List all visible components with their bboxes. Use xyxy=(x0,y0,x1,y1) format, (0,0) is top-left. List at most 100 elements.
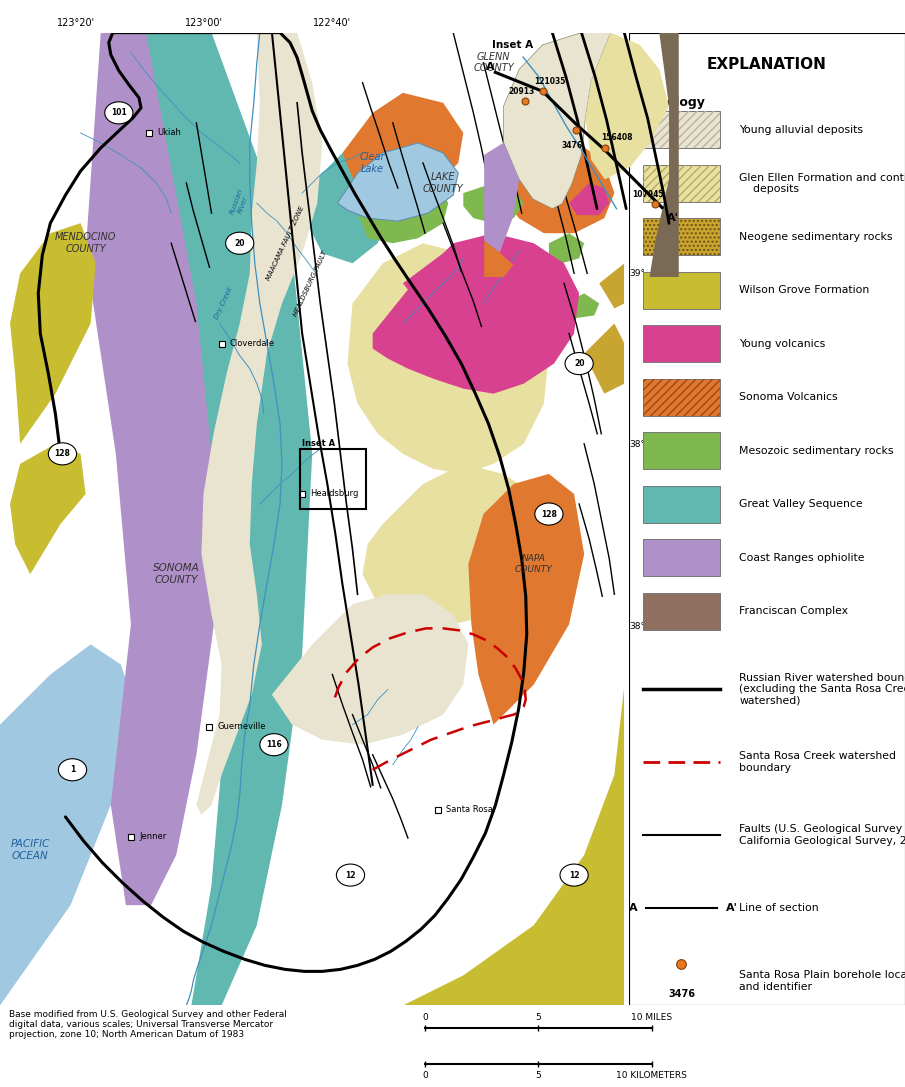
Text: 10 MILES: 10 MILES xyxy=(631,1013,672,1022)
Text: A: A xyxy=(629,903,637,913)
Polygon shape xyxy=(503,133,549,163)
Ellipse shape xyxy=(565,352,594,375)
Polygon shape xyxy=(196,33,322,815)
Ellipse shape xyxy=(337,864,365,886)
Bar xyxy=(643,433,720,470)
Text: 156408: 156408 xyxy=(601,134,633,142)
Text: Young volcanics: Young volcanics xyxy=(739,339,825,349)
Text: Young alluvial deposits: Young alluvial deposits xyxy=(739,125,863,135)
Text: 0: 0 xyxy=(423,1071,428,1079)
Bar xyxy=(643,379,720,416)
Ellipse shape xyxy=(48,442,77,465)
Text: Santa Rosa Plain borehole location
and identifier: Santa Rosa Plain borehole location and i… xyxy=(739,971,905,992)
Bar xyxy=(643,165,720,202)
Polygon shape xyxy=(484,142,519,253)
Text: Base modified from U.S. Geological Survey and other Federal
digital data, variou: Base modified from U.S. Geological Surve… xyxy=(9,1010,287,1039)
Text: Faults (U.S. Geological Survey and
California Geological Survey, 2019): Faults (U.S. Geological Survey and Calif… xyxy=(739,824,905,846)
Text: 5: 5 xyxy=(536,1013,541,1022)
Text: Sonoma Volcanics: Sonoma Volcanics xyxy=(739,392,838,402)
Ellipse shape xyxy=(560,864,588,886)
Text: 3476: 3476 xyxy=(561,140,582,150)
Text: 20: 20 xyxy=(574,359,585,368)
Text: Glen Ellen Formation and continental
    deposits: Glen Ellen Formation and continental dep… xyxy=(739,173,905,195)
Text: 12: 12 xyxy=(569,871,579,879)
Text: 38°20': 38°20' xyxy=(630,622,660,630)
Text: EXPLANATION: EXPLANATION xyxy=(707,57,827,72)
Text: 116: 116 xyxy=(266,740,281,749)
Bar xyxy=(643,165,720,202)
Bar xyxy=(643,594,720,630)
Text: PACIFIC
OCEAN: PACIFIC OCEAN xyxy=(11,839,50,861)
Polygon shape xyxy=(363,464,554,624)
Polygon shape xyxy=(10,223,96,443)
Text: NAPA
COUNTY: NAPA COUNTY xyxy=(515,554,553,574)
Text: Santa Rosa: Santa Rosa xyxy=(446,805,493,814)
Text: 107945: 107945 xyxy=(632,189,663,199)
Text: Healdsburg: Healdsburg xyxy=(310,489,358,499)
Text: 121035: 121035 xyxy=(535,77,566,86)
Text: Neogene sedimentary rocks: Neogene sedimentary rocks xyxy=(739,232,893,242)
Text: Russian
River: Russian River xyxy=(229,188,251,218)
Polygon shape xyxy=(342,92,463,203)
Bar xyxy=(643,218,720,255)
Bar xyxy=(643,539,720,576)
Text: 5: 5 xyxy=(536,1071,541,1079)
Text: 20: 20 xyxy=(234,239,245,248)
Text: 20913: 20913 xyxy=(508,87,534,96)
Text: MENDOCINO
COUNTY: MENDOCINO COUNTY xyxy=(55,233,117,254)
Polygon shape xyxy=(584,324,624,393)
Text: SONOMA
COUNTY: SONOMA COUNTY xyxy=(153,563,200,585)
Polygon shape xyxy=(403,243,534,313)
Polygon shape xyxy=(469,474,584,725)
Text: A: A xyxy=(486,62,494,72)
Polygon shape xyxy=(463,183,524,223)
Text: Guerneville: Guerneville xyxy=(217,722,266,732)
Text: 123°00': 123°00' xyxy=(186,17,224,27)
Ellipse shape xyxy=(225,233,253,254)
Text: Wilson Grove Formation: Wilson Grove Formation xyxy=(739,286,870,296)
Bar xyxy=(300,449,366,509)
Text: Cloverdale: Cloverdale xyxy=(230,339,275,348)
Polygon shape xyxy=(348,243,549,474)
Bar xyxy=(643,272,720,309)
Text: 3476: 3476 xyxy=(668,989,695,999)
Polygon shape xyxy=(599,263,624,309)
Polygon shape xyxy=(509,142,614,234)
Polygon shape xyxy=(373,234,579,393)
Polygon shape xyxy=(484,240,513,277)
Bar xyxy=(643,111,720,149)
Text: A': A' xyxy=(667,213,679,224)
Text: Coast Ranges ophiolite: Coast Ranges ophiolite xyxy=(739,553,865,563)
Text: Inset A: Inset A xyxy=(302,439,335,448)
Polygon shape xyxy=(586,33,669,179)
Text: 12: 12 xyxy=(345,871,356,879)
Text: 1: 1 xyxy=(70,765,75,774)
Text: 0: 0 xyxy=(423,1013,428,1022)
Text: Santa Rosa Creek watershed
boundary: Santa Rosa Creek watershed boundary xyxy=(739,751,896,773)
Polygon shape xyxy=(146,33,312,1005)
Polygon shape xyxy=(307,153,393,263)
Text: 128: 128 xyxy=(54,449,71,459)
Text: 39°20': 39°20' xyxy=(630,101,660,110)
Text: MAACAMA FAULT ZONE: MAACAMA FAULT ZONE xyxy=(265,205,305,282)
Text: Line of section: Line of section xyxy=(739,903,819,913)
Bar xyxy=(643,379,720,416)
Text: Russian River watershed boundary
(excluding the Santa Rosa Creek
watershed): Russian River watershed boundary (exclud… xyxy=(739,673,905,705)
Text: LAKE
COUNTY: LAKE COUNTY xyxy=(423,172,463,193)
Bar xyxy=(643,325,720,362)
Polygon shape xyxy=(86,33,226,905)
Text: Mesozoic sedimentary rocks: Mesozoic sedimentary rocks xyxy=(739,446,894,455)
Polygon shape xyxy=(403,685,624,1005)
Text: 101: 101 xyxy=(111,109,127,117)
Text: Clear
Lake: Clear Lake xyxy=(360,152,386,174)
Polygon shape xyxy=(357,173,448,243)
Bar xyxy=(643,218,720,255)
Ellipse shape xyxy=(59,759,87,780)
Text: 122°40': 122°40' xyxy=(312,17,350,27)
Text: 38°40': 38°40' xyxy=(630,439,660,449)
Polygon shape xyxy=(650,33,679,277)
Bar xyxy=(643,111,720,149)
Text: GLENN
COUNTY: GLENN COUNTY xyxy=(473,52,514,74)
Ellipse shape xyxy=(105,102,133,124)
Text: Inset A: Inset A xyxy=(492,40,533,50)
